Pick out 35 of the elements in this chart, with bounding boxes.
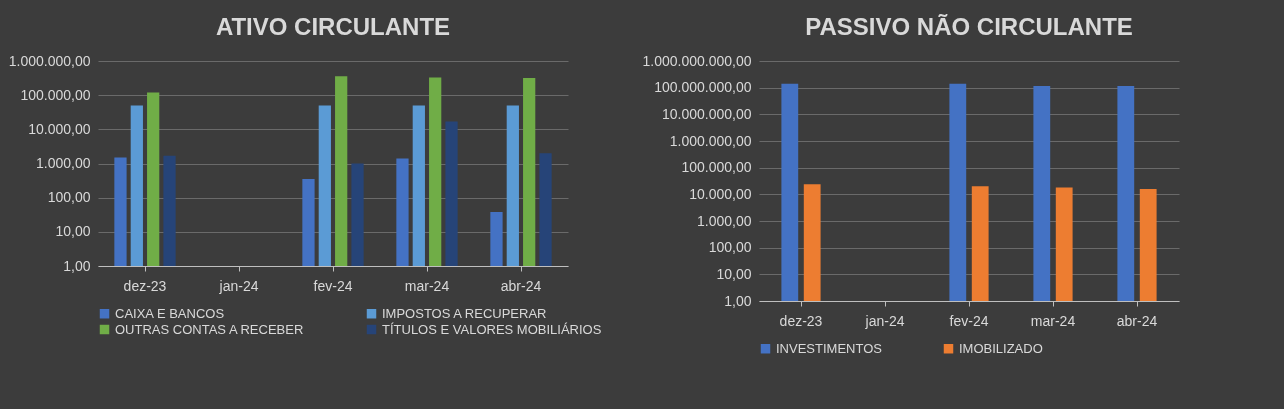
legend-label: OUTRAS CONTAS A RECEBER (115, 321, 304, 337)
x-tick-label: fev-24 (949, 312, 989, 329)
x-tick-label: mar-24 (404, 277, 450, 294)
x-tick-label: dez-23 (123, 277, 167, 294)
x-tick-label: dez-23 (779, 312, 823, 329)
y-tick-label: 10.000,00 (689, 185, 752, 202)
y-tick-label: 1,00 (724, 292, 752, 309)
y-tick-label: 1.000.000.000,00 (642, 52, 752, 69)
y-tick-label: 10,00 (55, 223, 91, 240)
x-tick-label: abr-24 (1116, 312, 1158, 329)
x-tick-label: jan-24 (864, 312, 905, 329)
legend-label: CAIXA E BANCOS (115, 305, 225, 321)
chart-title: ATIVO CIRCULANTE (215, 13, 451, 40)
y-tick-label: 10.000,00 (28, 120, 91, 137)
x-tick-label: abr-24 (500, 277, 542, 294)
x-tick-label: mar-24 (1030, 312, 1076, 329)
y-tick-label: 1,00 (63, 257, 91, 274)
legend-label: TÍTULOS E VALORES MOBILIÁRIOS (382, 321, 602, 337)
y-tick-label: 100.000,00 (20, 86, 91, 103)
y-tick-label: 100,00 (708, 239, 752, 256)
x-tick-label: jan-24 (218, 277, 259, 294)
chart-title: PASSIVO NÃO CIRCULANTE (805, 13, 1133, 40)
y-tick-label: 100,00 (47, 189, 91, 206)
x-tick-label: fev-24 (313, 277, 353, 294)
y-tick-label: 100.000.000,00 (654, 79, 752, 96)
y-tick-label: 100.000,00 (681, 159, 752, 176)
legend-label: INVESTIMENTOS (776, 340, 883, 356)
y-tick-label: 1.000,00 (697, 212, 752, 229)
legend-label: IMOBILIZADO (959, 340, 1043, 356)
y-tick-label: 1.000,00 (36, 155, 91, 171)
legend-label: IMPOSTOS A RECUPERAR (382, 305, 547, 321)
y-tick-label: 1.000.000,00 (669, 132, 752, 149)
y-tick-label: 10,00 (716, 265, 752, 282)
y-tick-label: 1.000.000,00 (8, 52, 91, 69)
y-tick-label: 10.000.000,00 (661, 105, 752, 122)
